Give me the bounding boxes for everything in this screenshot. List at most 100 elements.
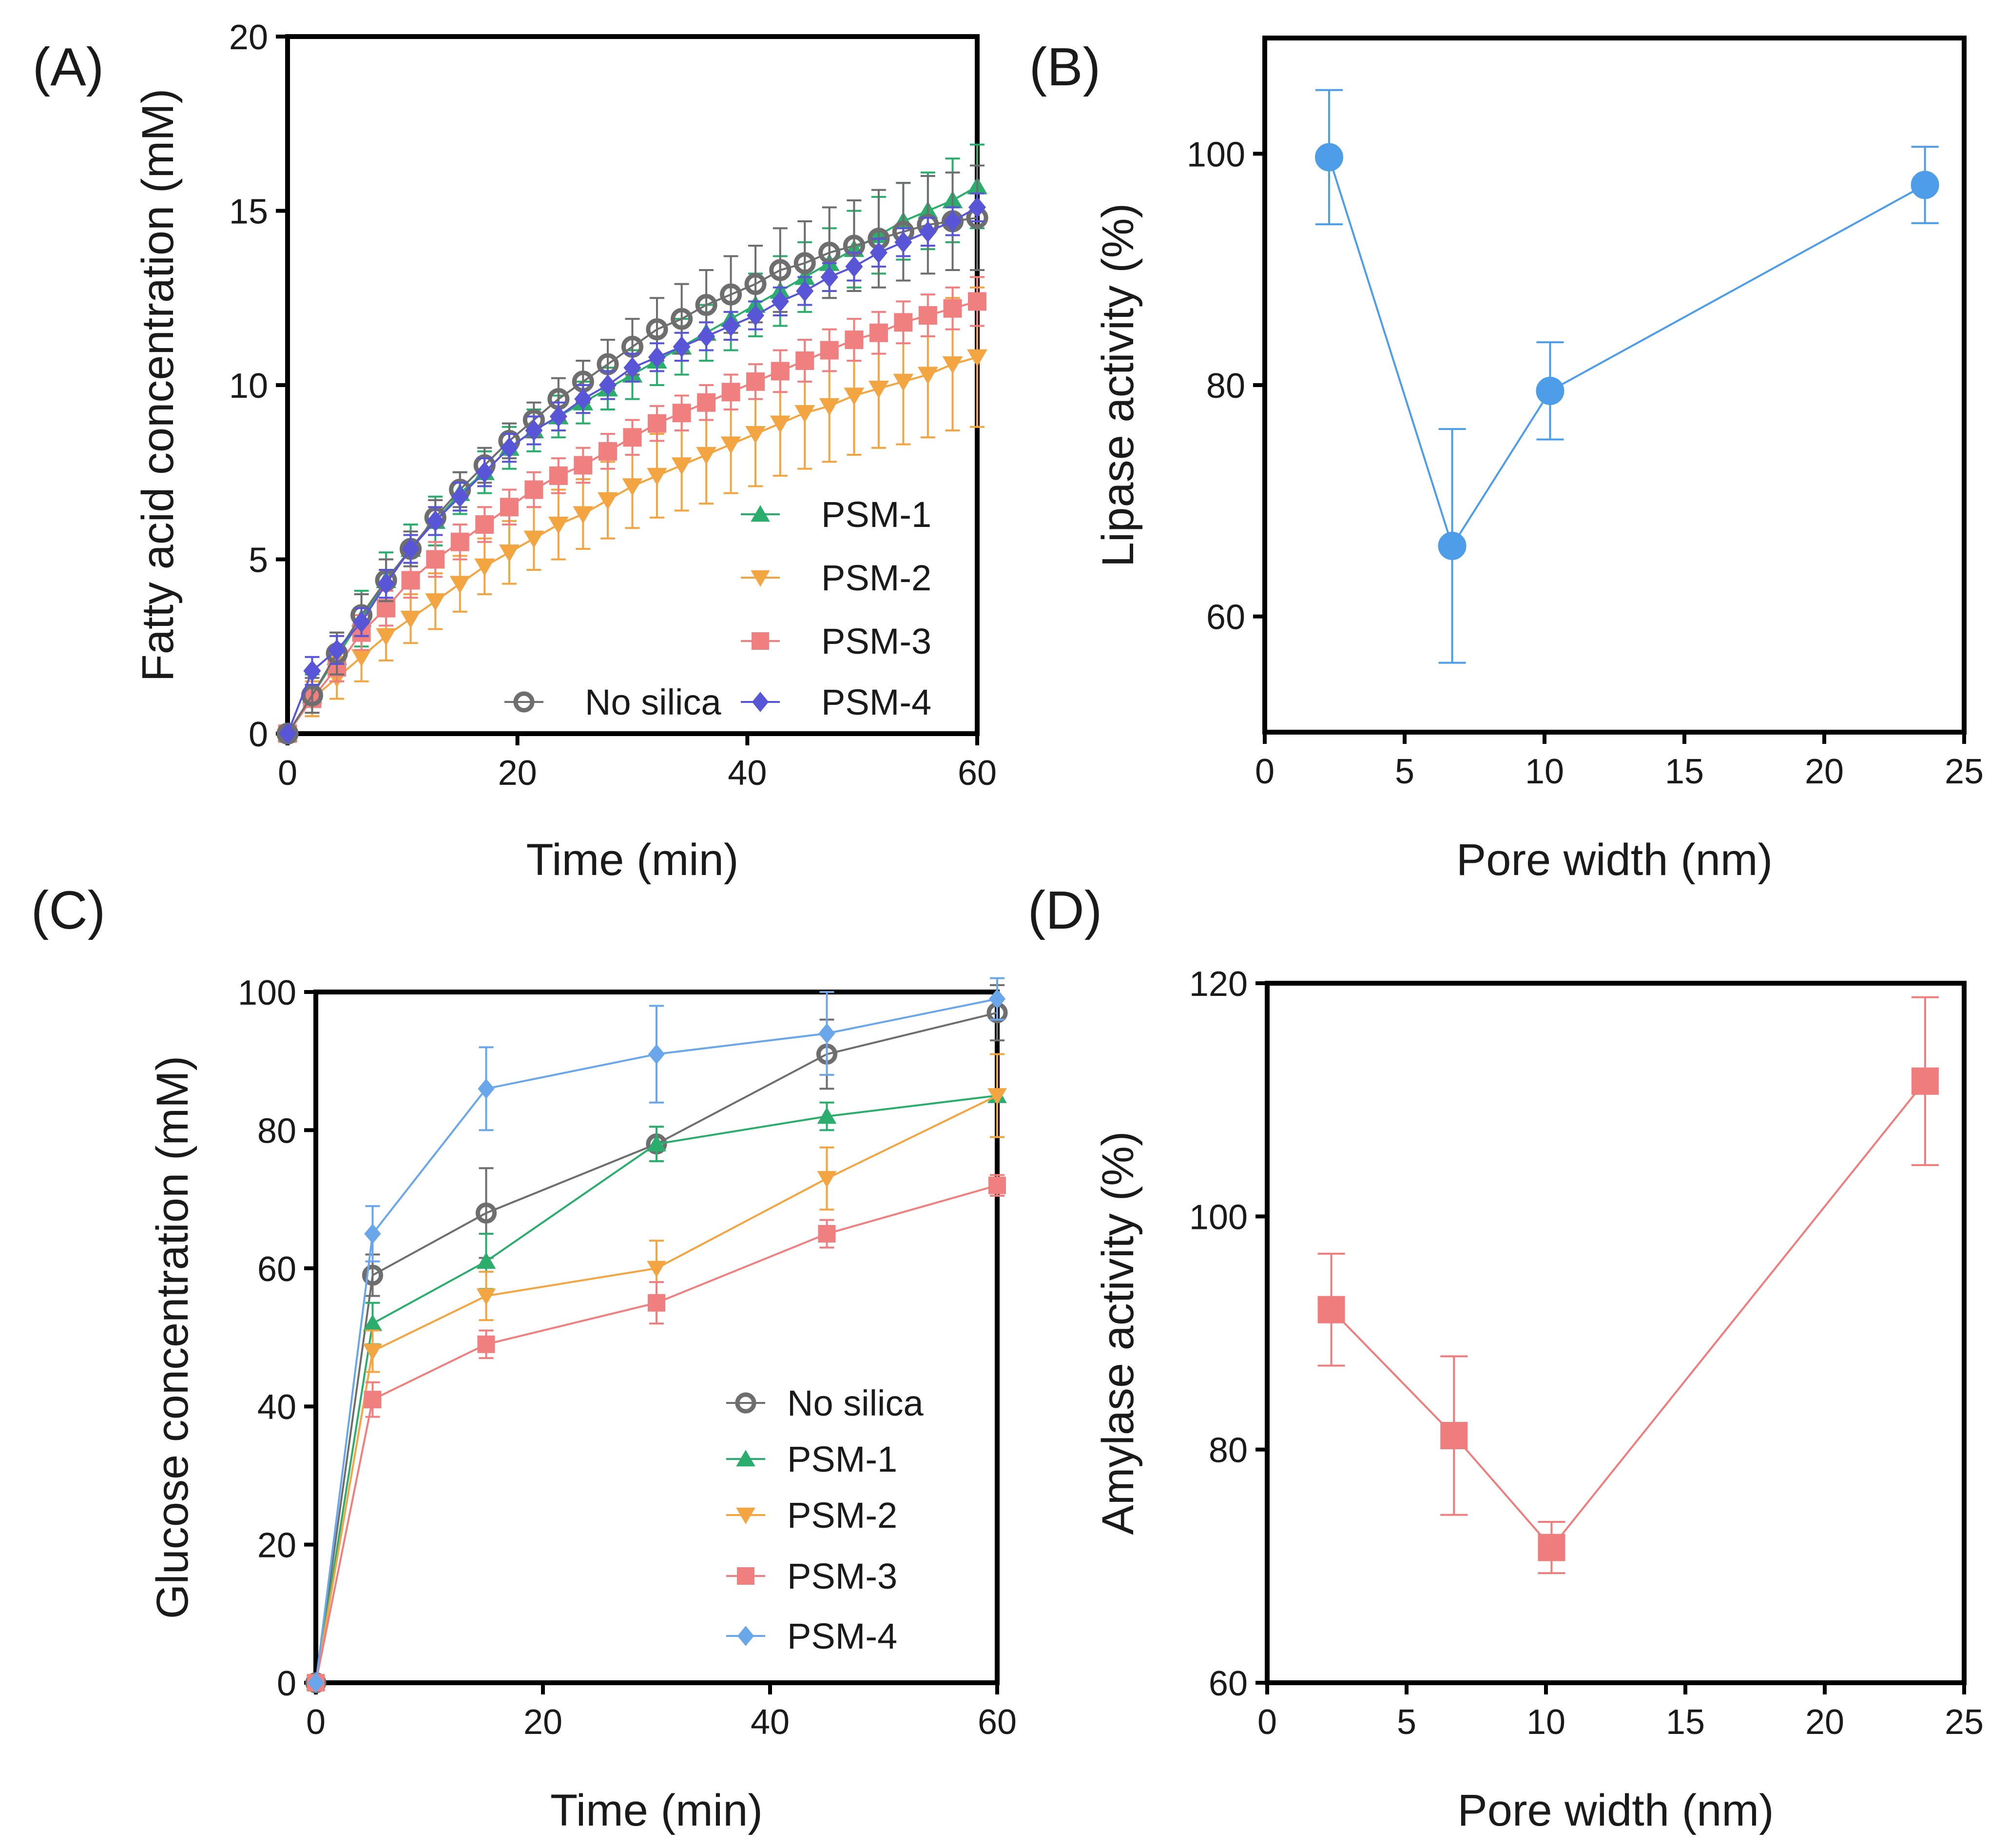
data-point [1536,376,1564,405]
x-axis-title: Pore width (nm) [1456,835,1773,885]
data-point [820,341,839,360]
y-tick-label: 0 [277,1664,296,1703]
y-tick-label: 10 [229,367,268,406]
data-point [771,362,790,381]
data-point [1440,1421,1468,1449]
data-point [845,256,863,277]
x-tick-label: 0 [1257,1703,1277,1742]
data-point [351,649,372,667]
data-point [869,242,888,264]
data-point [1911,171,1939,199]
legend-label: No silica [585,682,721,722]
x-tick-label: 40 [751,1703,790,1742]
data-point [818,241,841,264]
panel-d: (D) 0 5 10 15 20 25 60 80 100 120 Pore width (nm) Am… [1028,880,1984,1835]
legend-marker [752,692,769,712]
y-tick-label: 20 [257,1526,296,1565]
x-tick-label: 15 [1665,752,1704,791]
legend-marker [736,1450,755,1467]
panel-c: (C) 0 20 40 60 0 20 40 60 80 100 Time (min) Glucose … [31,880,1017,1835]
legend-label: PSM-3 [821,621,931,661]
legend-item: No silica [504,682,721,722]
data-point [648,1294,665,1312]
data-point [647,1261,666,1278]
legend-label: PSM-4 [821,682,931,722]
data-point [746,372,765,391]
legend-item: PSM-1 [741,494,931,535]
legend-marker [737,1626,754,1646]
data-point [795,351,814,370]
series-amylase-activity [1317,996,1939,1575]
x-axis-title: Time (min) [526,835,738,885]
data-point [942,356,963,374]
legend-item: PSM-2 [741,558,931,598]
data-point [1317,1296,1345,1323]
data-point [747,305,765,326]
y-tick-label: 5 [249,541,268,580]
legend: No silica PSM-1 PSM-2 PSM-3 PSM-4 [726,1383,924,1656]
legend-item: PSM-3 [726,1556,897,1596]
data-point [720,436,741,454]
data-point [818,1225,836,1243]
panel-label: (D) [1028,880,1102,940]
series-line [1331,1080,1926,1549]
data-point [987,1088,1007,1105]
data-point [944,211,962,232]
data-point [401,571,420,590]
data-point [647,1134,666,1152]
data-point [917,367,938,385]
data-point [819,398,840,416]
data-point [475,1202,497,1224]
data-point [278,723,297,744]
legend-marker [513,691,535,713]
x-tick-label: 0 [278,754,297,793]
legend-item: PSM-1 [726,1439,897,1479]
data-point [1538,1534,1565,1561]
series-line [315,1094,998,1683]
data-point [525,420,543,441]
y-tick-label: 15 [229,193,268,232]
panel-b: (B) 0 5 10 15 20 25 60 80 100 Pore width (nm) Lipas… [1029,36,1984,885]
legend-label: PSM-1 [787,1439,897,1479]
legend-label: No silica [787,1383,924,1423]
legend-label: PSM-2 [821,558,931,598]
data-point [549,466,568,485]
data-point [599,442,618,461]
data-point [648,346,666,368]
data-point [307,1673,325,1693]
data-point [919,221,937,243]
data-point [623,357,641,379]
data-point [672,404,691,423]
x-tick-label: 25 [1945,1703,1984,1742]
x-tick-label: 5 [1397,1703,1416,1742]
data-point [363,1343,383,1361]
data-point [500,437,518,459]
x-tick-label: 40 [728,754,767,793]
legend-label: PSM-1 [821,494,931,535]
data-point [648,1044,665,1065]
data-point [673,336,691,358]
data-point [844,388,865,406]
data-point [476,1252,496,1269]
panel-label: (B) [1029,37,1101,97]
data-point [524,480,543,499]
legend-item: PSM-4 [726,1616,897,1656]
data-point [968,196,986,218]
data-point [622,478,643,496]
data-point [647,414,666,433]
data-point [549,406,567,428]
y-tick-label: 60 [1206,598,1245,637]
data-point [523,530,544,548]
data-point [623,428,642,447]
data-point [426,510,444,532]
y-tick-label: 60 [1209,1664,1248,1703]
x-tick-label: 20 [498,754,537,793]
data-point [671,457,692,475]
series-psm-4 [278,192,986,744]
data-point [574,456,593,475]
series-psm-4 [307,977,1006,1693]
data-point [744,273,767,295]
data-point [988,989,1006,1009]
data-point [476,1288,496,1305]
